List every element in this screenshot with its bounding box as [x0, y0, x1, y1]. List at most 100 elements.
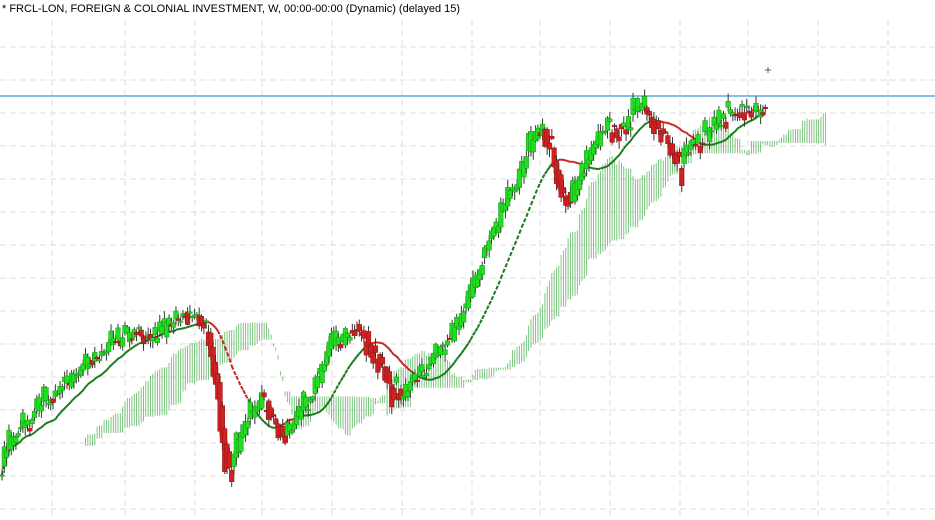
ma-segment [499, 272, 505, 279]
ma-segment [226, 352, 231, 360]
ma-segment [54, 415, 59, 420]
ma-segment [319, 408, 323, 413]
ma-segment [84, 383, 89, 388]
ma-segment [98, 373, 103, 377]
candle-up [85, 356, 91, 370]
candle-up [607, 118, 613, 122]
ma-segment [613, 156, 618, 161]
ma-segment [187, 325, 191, 329]
candle-down [280, 425, 286, 438]
ma-segment [490, 294, 495, 301]
ma-segment [497, 278, 502, 285]
ma-segment [407, 367, 411, 372]
ma-segment [66, 403, 70, 407]
ma-segment [685, 131, 690, 136]
ma-segment [720, 140, 724, 144]
ma-segment [91, 378, 96, 382]
ma-segment [469, 334, 474, 341]
ma-segment [509, 249, 514, 257]
ma-segment [263, 421, 268, 425]
candle-down [386, 371, 392, 384]
ma-segment [89, 380, 94, 384]
candle-down [737, 112, 743, 118]
ma-segment [388, 348, 393, 353]
candle-up [287, 423, 293, 432]
candle-down [94, 356, 100, 360]
candle-down [201, 323, 207, 329]
ma-segment [439, 373, 444, 378]
ma-segment [126, 348, 131, 353]
ma-segment [75, 394, 80, 398]
candle-down [558, 174, 564, 198]
candle-down [560, 187, 566, 194]
ma-segment [110, 362, 115, 367]
candle-down [546, 142, 553, 150]
ma-segment [24, 434, 29, 439]
candle-up [739, 104, 745, 107]
candle-up [159, 326, 165, 335]
last-price-marker [765, 67, 771, 73]
candle-up [0, 474, 5, 477]
ma-segment [488, 299, 493, 306]
ma-segment [112, 360, 117, 364]
ma-segment [404, 365, 409, 370]
ma-segment [492, 289, 498, 296]
ma-segment [523, 216, 528, 223]
ma-segment [114, 358, 119, 362]
ma-segment [467, 339, 472, 344]
ma-segment [485, 304, 491, 310]
ma-segment [632, 133, 637, 138]
ma-segment [527, 204, 532, 212]
candlesticks [0, 89, 768, 487]
ma-segment [332, 388, 337, 394]
candle-up [419, 364, 425, 372]
candle-up [444, 340, 450, 346]
candle-up [96, 358, 102, 361]
ma-segment [136, 342, 140, 346]
ma-segment [465, 342, 470, 348]
ma-segment [479, 318, 484, 324]
ma-segment [455, 355, 460, 360]
ma-segment [379, 341, 383, 345]
ma-segment [360, 347, 365, 352]
ma-segment [483, 308, 488, 315]
ma-segment [256, 412, 261, 418]
ma-segment [629, 136, 634, 142]
ma-segment [351, 358, 356, 364]
candle-up [482, 247, 488, 259]
candle-down [662, 131, 669, 134]
ma-segment [616, 154, 620, 159]
candle-up [709, 130, 715, 133]
candle-down [616, 136, 622, 142]
candle-down [609, 132, 615, 143]
ma-segment [393, 353, 397, 357]
candle-up [523, 156, 529, 169]
ma-segment [33, 429, 38, 434]
candle-up [725, 101, 731, 108]
candle-up [106, 342, 112, 353]
candle-up [461, 311, 467, 323]
ma-segment [43, 422, 47, 426]
candle-down [198, 316, 205, 325]
ma-segment [481, 313, 486, 320]
ma-segment [36, 427, 40, 432]
candle-down [760, 112, 766, 116]
ma-segment [230, 365, 235, 372]
candle-up [173, 310, 179, 320]
ma-segment [212, 324, 217, 329]
candle-up [516, 168, 522, 188]
ma-segment [80, 389, 84, 394]
ma-segment [541, 173, 546, 179]
candle-down [361, 330, 367, 339]
ma-segment [312, 412, 316, 416]
candle-up [31, 411, 38, 418]
ma-segment [634, 131, 639, 136]
ma-segment [381, 342, 386, 346]
candle-down [356, 324, 362, 331]
candle-up [405, 390, 411, 398]
ma-segment [713, 142, 717, 146]
candle-down [134, 331, 140, 335]
candle-up [581, 172, 587, 177]
ma-segment [77, 391, 82, 396]
